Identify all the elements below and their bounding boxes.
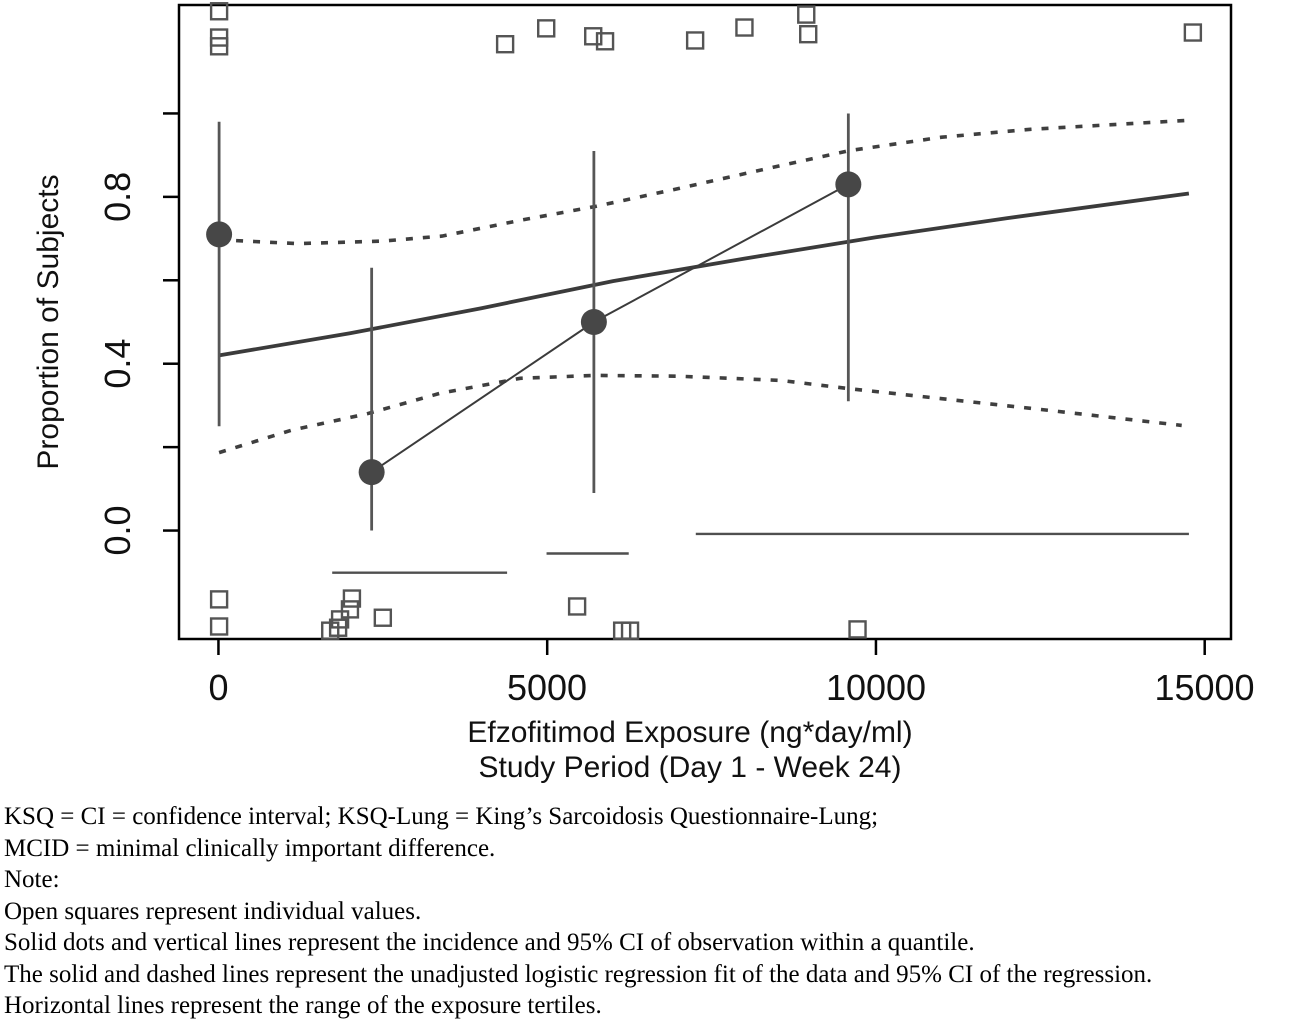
regression-line [218, 191, 1190, 358]
footnote-open-squares: Open squares represent individual values… [4, 897, 422, 925]
figure-footnotes: KSQ = CI = confidence interval; KSQ-Lung… [4, 801, 1301, 1022]
individual-value-square-bottom [340, 600, 360, 619]
individual-value-square-top [595, 32, 615, 51]
individual-value-square-bottom [567, 597, 587, 616]
quantile-incidence-dot [358, 459, 385, 486]
individual-value-square-top [799, 24, 818, 44]
y-tick-label-0.0: 0.0 [97, 505, 138, 555]
y-tick-label-0.4: 0.4 [97, 339, 138, 389]
individual-value-square-bottom [209, 590, 229, 609]
individual-value-square-bottom [620, 621, 640, 640]
quantile-incidence-dot [580, 309, 607, 335]
footnote-regression-lines: The solid and dashed lines represent the… [4, 960, 1153, 988]
individual-value-square-top [495, 35, 515, 54]
individual-value-square-bottom [342, 589, 362, 608]
individual-value-square-top [797, 5, 816, 24]
individual-value-square-bottom [373, 608, 393, 627]
chart-layer [163, 2, 1233, 655]
quantile-connector-line [371, 183, 849, 474]
x-tick-label-0: 0 [208, 667, 228, 708]
individual-value-square-bottom [209, 617, 229, 636]
plot-border [177, 3, 1233, 641]
individual-value-square-bottom [330, 610, 350, 629]
quantile-incidence-dot [206, 221, 233, 248]
footnote-note-heading: Note: [4, 866, 60, 893]
quantile-incidence-dot [835, 171, 862, 198]
individual-value-square-top [1183, 23, 1203, 42]
x-axis-subtitle: Study Period (Day 1 - Week 24) [479, 751, 902, 784]
x-axis-title: Efzofitimod Exposure (ng*day/ml) [467, 716, 912, 749]
individual-value-square-top [209, 2, 229, 21]
x-tick-label-10000: 10000 [826, 667, 926, 708]
individual-value-square-top [584, 27, 603, 46]
footnote-abbreviations: KSQ = CI = confidence interval; KSQ-Lung… [4, 803, 879, 830]
footnote-mcid: MCID = minimal clinically important diff… [4, 834, 496, 862]
x-tick-label-15000: 15000 [1154, 667, 1254, 708]
individual-value-square-bottom [848, 620, 867, 639]
individual-value-square-top [209, 37, 229, 56]
x-tick-label-5000: 5000 [507, 667, 587, 708]
y-tick-label-0.8: 0.8 [97, 172, 138, 222]
y-axis-title: Proportion of Subjects [32, 174, 65, 469]
individual-value-square-top [735, 18, 754, 37]
ci-lower-dashed-line [218, 373, 1182, 455]
footnote-solid-dots: Solid dots and vertical lines represent … [4, 929, 975, 956]
individual-value-square-top [685, 31, 705, 50]
individual-value-square-top [537, 19, 556, 38]
ci-upper-dashed-line [219, 118, 1186, 246]
exposure-response-chart: 0.0 0.4 0.8 0 5000 10000 15000 Proportio… [32, 2, 1255, 784]
footnote-horizontal-lines: Horizontal lines represent the range of … [4, 992, 602, 1019]
